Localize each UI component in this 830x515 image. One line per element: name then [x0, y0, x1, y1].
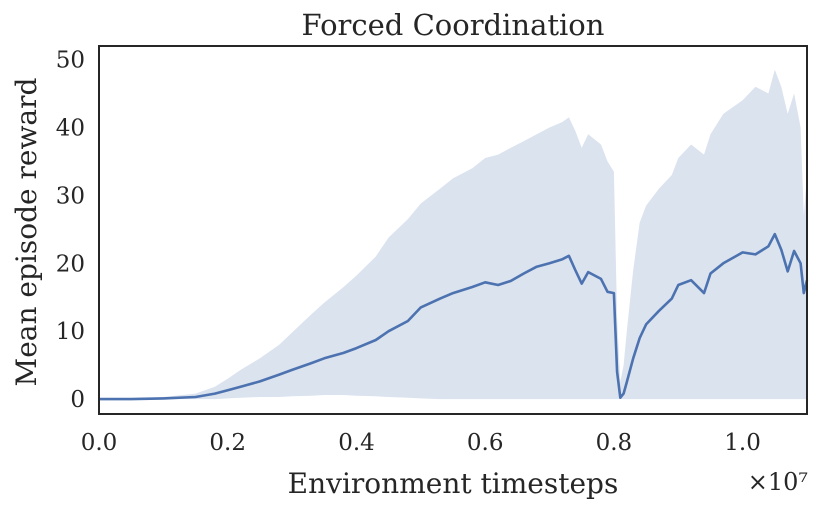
- x-tick-label: 0.8: [596, 430, 633, 456]
- x-tick-label: 0.4: [338, 430, 375, 456]
- x-tick-label: 1.0: [724, 430, 761, 456]
- axis-ticks: 0.0 0.2 0.4 0.6 0.8 1.0 0 10 20 30 40 50: [56, 48, 761, 456]
- plot-frame: [98, 45, 808, 415]
- y-tick-label: 20: [56, 251, 85, 277]
- y-tick-label: 30: [56, 183, 85, 209]
- y-tick-label: 0: [70, 387, 85, 413]
- x-tick-label: 0.6: [467, 430, 504, 456]
- x-axis-label: Environment timesteps: [288, 467, 619, 500]
- y-tick-label: 50: [56, 48, 85, 74]
- x-axis-offset-label: ×10⁷: [748, 468, 808, 496]
- plot-area: [99, 69, 809, 401]
- series-0-confidence-band: [99, 69, 807, 400]
- x-tick-label: 0.2: [209, 430, 246, 456]
- chart-title: Forced Coordination: [302, 8, 605, 42]
- y-tick-label: 10: [56, 319, 85, 345]
- y-axis-label: Mean episode reward: [10, 78, 43, 387]
- x-tick-label: 0.0: [81, 430, 118, 456]
- y-tick-label: 40: [56, 116, 85, 142]
- series-0-mean-line: [99, 232, 809, 401]
